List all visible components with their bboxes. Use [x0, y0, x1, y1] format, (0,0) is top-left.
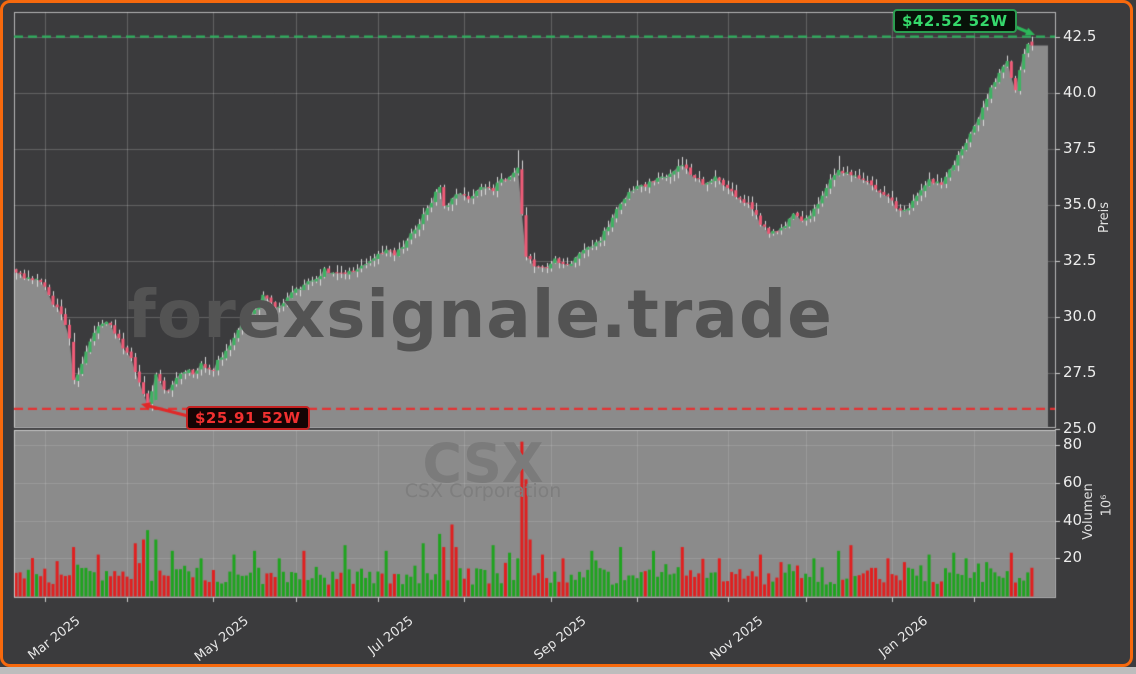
volume-tick-label: 80 — [1063, 435, 1083, 454]
volume-tick-label: 40 — [1063, 510, 1083, 529]
watermark-company: CSX Corporation — [404, 480, 562, 502]
price-tick-label: 30.0 — [1063, 307, 1097, 326]
price-tick-label: 27.5 — [1063, 363, 1097, 382]
price-tick-label: 42.5 — [1063, 27, 1097, 46]
low-52w-annotation: $25.91 52W — [186, 406, 310, 430]
price-axis-title: Preis — [1097, 201, 1113, 234]
volume-axis-title: Volumen — [1080, 483, 1096, 540]
volume-tick-label: 60 — [1063, 473, 1083, 492]
price-tick-label: 40.0 — [1063, 83, 1097, 102]
high-52w-annotation: $42.52 52W — [893, 9, 1017, 33]
price-tick-label: 32.5 — [1063, 251, 1097, 270]
price-tick-label: 35.0 — [1063, 195, 1097, 214]
price-tick-label: 37.5 — [1063, 139, 1097, 158]
watermark-site: forexsignale.trade — [127, 276, 833, 353]
volume-axis-unit: 10⁶ — [1099, 494, 1115, 517]
screenshot-bottom-edge — [0, 667, 1136, 674]
volume-tick-label: 20 — [1063, 548, 1083, 567]
